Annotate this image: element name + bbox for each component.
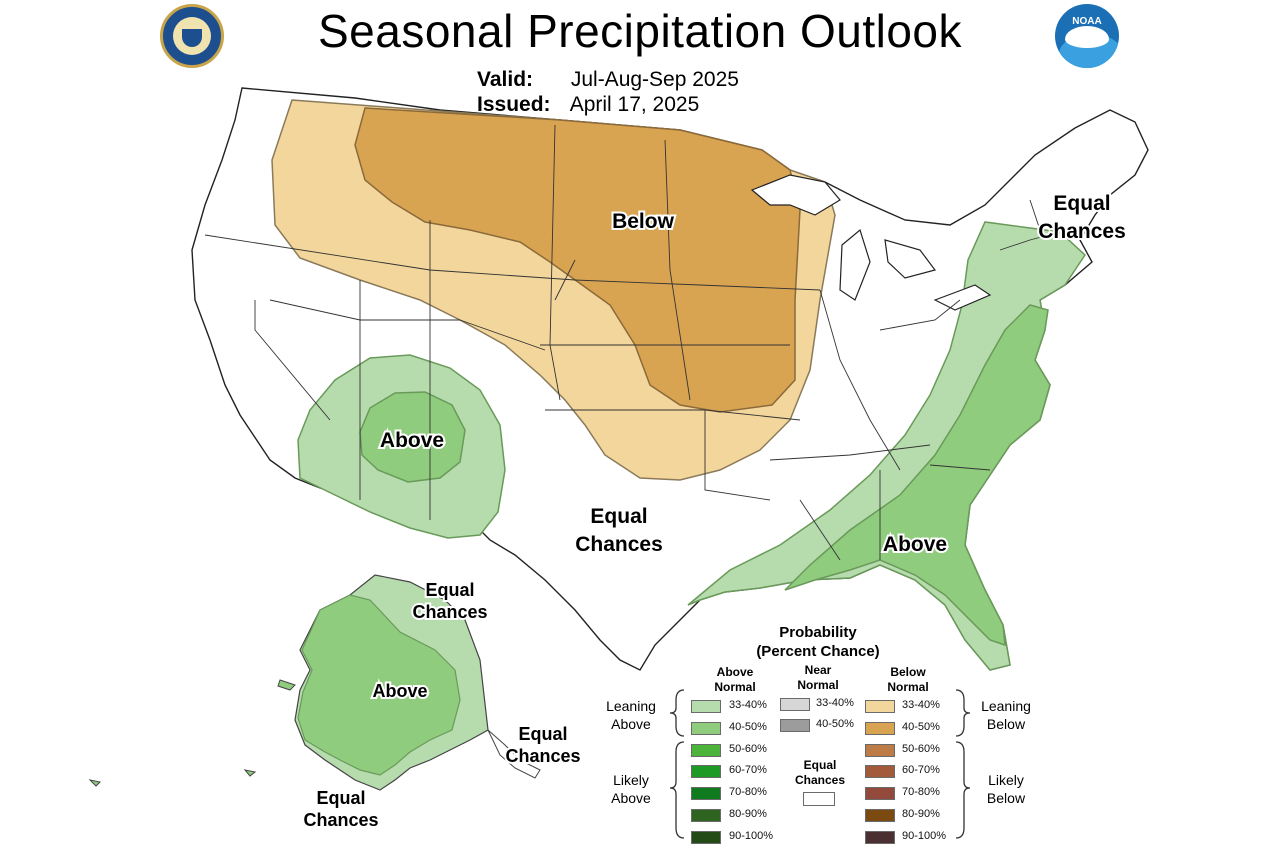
above-swatch-0 <box>691 700 721 713</box>
likely-below-line2: Below <box>986 790 1026 806</box>
above-swatch-4 <box>691 787 721 801</box>
noaa-logo-text: NOAA <box>1072 16 1102 27</box>
near-swatch-0 <box>780 698 810 711</box>
above-label-6: 90-100% <box>729 829 774 842</box>
legend-title-line1: Probability <box>779 624 857 641</box>
above-label-2: 50-60% <box>729 742 767 755</box>
issued-label: Issued: <box>477 93 551 116</box>
above-swatch-2 <box>691 743 721 757</box>
above-label-4: 70-80% <box>729 786 767 799</box>
below-swatch-1 <box>865 721 895 735</box>
above-swatch-5 <box>691 809 721 822</box>
alaska-above-strong <box>297 594 461 776</box>
below-label-2: 50-60% <box>902 742 940 755</box>
likely-above-line2: Above <box>611 790 651 806</box>
below-leaning-strong-region <box>354 107 801 413</box>
label-below: Below <box>612 210 675 233</box>
leaning-below-line1: Leaning <box>981 698 1031 714</box>
label-ak-equal-e-2: Chances <box>505 746 580 766</box>
below-label-5: 80-90% <box>902 808 940 820</box>
great-lakes <box>750 174 992 311</box>
above-label-5: 80-90% <box>729 808 767 820</box>
near-label-0: 33-40% <box>816 697 854 709</box>
near-head-line1: Near <box>804 663 832 677</box>
below-head-line2: Normal <box>887 680 929 694</box>
label-equal-sw-2: Chances <box>575 533 663 556</box>
near-swatch-1 <box>780 718 810 732</box>
legend-equal-swatch <box>803 792 835 806</box>
leaning-above-line2: Above <box>611 716 651 732</box>
near-label-1: 40-50% <box>816 717 854 730</box>
above-swatch-3 <box>691 765 721 779</box>
sw-above-strong-region <box>359 391 466 483</box>
legend-likely-above: Likely Above <box>596 771 666 807</box>
likely-above-line1: Likely <box>613 772 649 788</box>
legend-title-line2: (Percent Chance) <box>756 643 880 660</box>
legend-likely-below: Likely Below <box>971 771 1041 807</box>
above-swatch-6 <box>691 830 721 844</box>
issued-date: Issued: April 17, 2025 <box>477 93 699 117</box>
label-above-se: Above <box>883 533 947 556</box>
below-label-4: 70-80% <box>902 786 940 799</box>
legend-above-header: Above Normal <box>700 665 770 695</box>
valid-label: Valid: <box>477 68 534 91</box>
label-equal-sw-1: Equal <box>590 505 647 528</box>
below-swatch-6 <box>865 830 895 844</box>
legend-equal-header: Equal Chances <box>785 758 855 788</box>
label-equal-ne-2: Chances <box>1038 220 1126 243</box>
below-swatch-3 <box>865 765 895 779</box>
valid-period: Valid: Jul-Aug-Sep 2025 <box>477 68 739 92</box>
issued-value: April 17, 2025 <box>569 93 700 116</box>
above-label-0: 33-40% <box>729 699 767 711</box>
label-ak-equal-s-2: Chances <box>303 810 378 830</box>
above-head-line1: Above <box>716 665 754 679</box>
commerce-seal-icon <box>160 4 224 68</box>
equal-head-line2: Chances <box>794 773 846 787</box>
label-ak-equal-s-1: Equal <box>316 788 365 808</box>
below-swatch-2 <box>865 743 895 757</box>
above-label-3: 60-70% <box>729 764 767 777</box>
legend-leaning-above: Leaning Above <box>596 697 666 733</box>
label-ak-above: Above <box>372 681 427 701</box>
legend-near-header: Near Normal <box>783 663 853 693</box>
se-above-strong-region <box>784 304 1051 647</box>
below-label-3: 60-70% <box>902 764 940 777</box>
alaska-panhandle <box>487 729 541 779</box>
label-ak-equal-n-2: Chances <box>412 602 487 622</box>
below-label-0: 33-40% <box>902 699 940 711</box>
below-head-line1: Below <box>890 665 926 679</box>
label-above-sw: Above <box>380 429 444 452</box>
noaa-logo-icon: NOAA <box>1055 4 1119 68</box>
above-head-line2: Normal <box>714 680 756 694</box>
above-label-1: 40-50% <box>729 720 767 733</box>
above-swatch-1 <box>691 721 721 735</box>
near-head-line2: Normal <box>797 678 839 692</box>
label-ak-equal-e-1: Equal <box>518 724 567 744</box>
below-label-1: 40-50% <box>902 720 940 733</box>
below-label-6: 90-100% <box>902 829 947 842</box>
below-swatch-0 <box>865 700 895 713</box>
valid-value: Jul-Aug-Sep 2025 <box>570 68 739 91</box>
leaning-below-line2: Below <box>986 716 1026 732</box>
aleutian-chain <box>88 679 296 787</box>
label-ak-equal-n-1: Equal <box>425 580 474 600</box>
legend-leaning-below: Leaning Below <box>971 697 1041 733</box>
legend-title: Probability (Percent Chance) <box>750 623 886 661</box>
map-title: Seasonal Precipitation Outlook <box>317 5 963 57</box>
equal-head-line1: Equal <box>803 758 837 772</box>
legend-below-header: Below Normal <box>873 665 943 695</box>
state-lines <box>204 124 1061 561</box>
below-swatch-4 <box>865 787 895 801</box>
leaning-above-line1: Leaning <box>606 698 656 714</box>
likely-below-line1: Likely <box>988 772 1024 788</box>
label-equal-ne-1: Equal <box>1053 192 1110 215</box>
below-swatch-5 <box>865 809 895 822</box>
